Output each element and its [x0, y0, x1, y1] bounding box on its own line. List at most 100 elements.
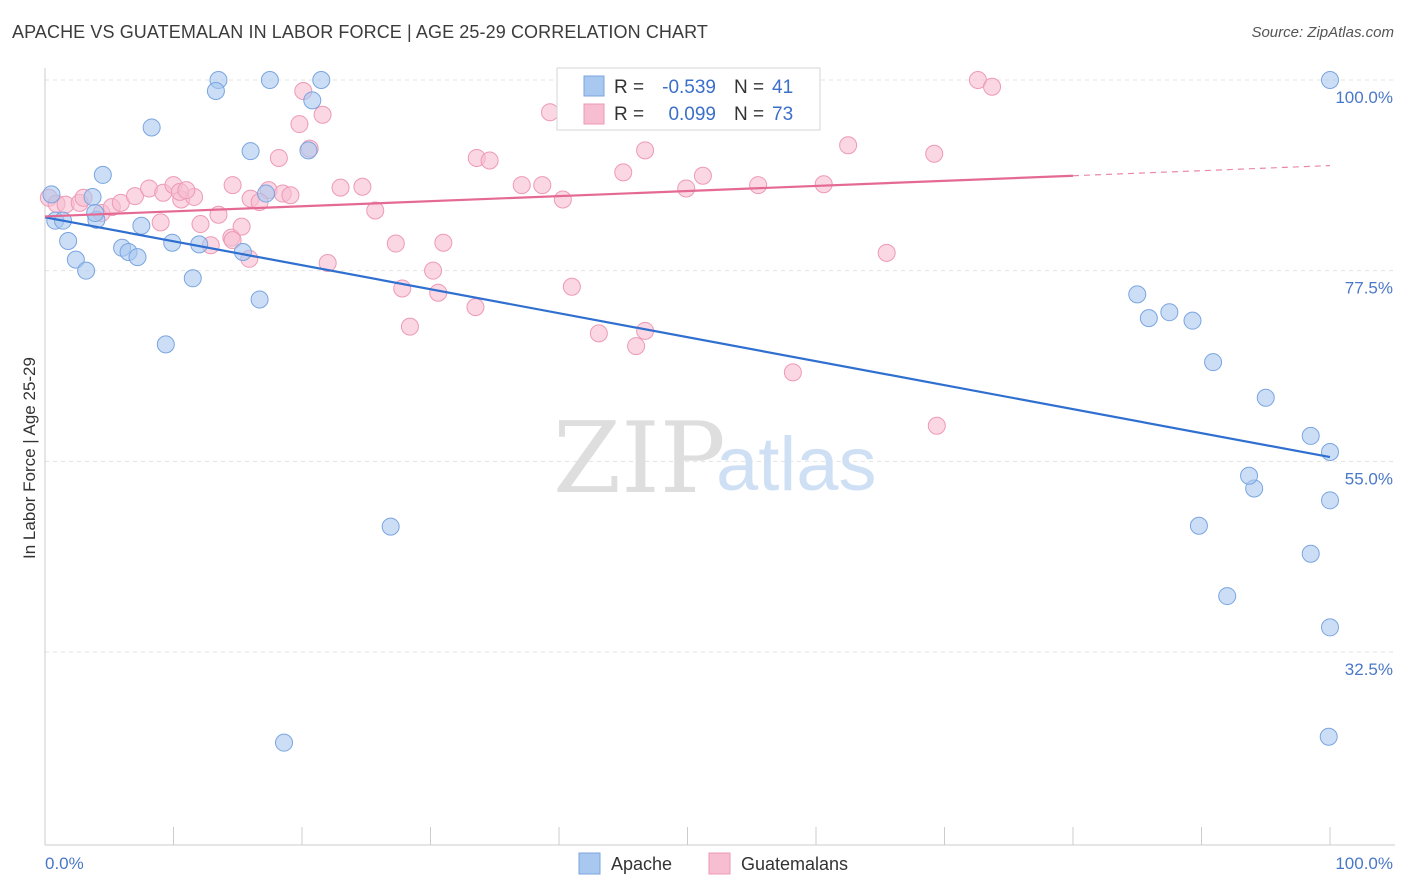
apache-point-41 — [1218, 587, 1237, 606]
guatemalan-point-21 — [281, 186, 300, 205]
guatemalan-point-26 — [223, 176, 242, 195]
legend-guatemalan-swatch — [583, 103, 605, 125]
guatemalan-point-32 — [424, 261, 443, 280]
apache-point-32 — [1139, 309, 1158, 328]
apache-point-42 — [1301, 426, 1320, 445]
apache-point-43 — [1321, 491, 1339, 510]
legend-r-label-1: R = — [614, 77, 644, 98]
apache-point-35 — [1204, 353, 1223, 372]
guatemalan-point-8 — [125, 187, 144, 206]
guatemalan-point-23 — [269, 148, 288, 167]
guatemalan-point-57 — [877, 243, 896, 262]
apache-point-38 — [1321, 443, 1339, 462]
apache-point-8 — [77, 261, 96, 280]
apache-point-33 — [1160, 303, 1179, 322]
guatemalan-point-44 — [636, 141, 655, 160]
apache-point-26 — [206, 82, 225, 101]
legend-r-value-2: 0.099 — [668, 104, 716, 125]
apache-point-9 — [86, 204, 105, 223]
guatemalan-point-35 — [466, 298, 485, 317]
guatemalan-point-37 — [480, 151, 499, 170]
apache-point-0 — [42, 185, 61, 204]
apache-point-46 — [1319, 727, 1338, 746]
bottom-legend-apache-swatch — [578, 852, 601, 875]
guatemalan-point-14 — [191, 215, 210, 234]
guatemalan-point-56 — [814, 175, 833, 194]
trend-lines — [44, 164, 1331, 459]
guatemalan-point-17 — [232, 217, 251, 236]
apache-point-40 — [1189, 516, 1208, 535]
apache-point-7 — [93, 165, 112, 184]
apache-point-3 — [59, 232, 78, 251]
legend-r-label-2: R = — [614, 104, 644, 125]
guatemalan-point-30 — [386, 234, 405, 253]
legend-n-label-1: N = — [734, 77, 764, 98]
legend-n-value-2: 73 — [772, 104, 793, 125]
bottom-legend-guatemalan-label: Guatemalans — [741, 854, 848, 874]
apache-point-29 — [303, 91, 322, 110]
bottom-legend-guatemalan-swatch — [708, 852, 731, 875]
guatemalan-point-61 — [983, 77, 1002, 96]
y-axis-title: In Labor Force | Age 25-29 — [20, 357, 39, 559]
apache-point-16 — [183, 269, 202, 288]
source-label: Source: ZipAtlas.com — [1251, 24, 1394, 41]
guatemalan-point-66 — [223, 231, 242, 250]
guatemalan-trend-extension — [1072, 164, 1331, 177]
apache-point-6 — [83, 187, 102, 206]
apache-point-11 — [132, 216, 151, 235]
guatemalan-points — [39, 71, 1002, 435]
guatemalan-point-59 — [925, 144, 944, 163]
guatemalan-trend-line — [44, 174, 1074, 218]
guatemalan-point-63 — [400, 317, 419, 336]
watermark: ZIP atlas — [553, 402, 877, 516]
x-tick-label-1: 100.0% — [1335, 854, 1393, 873]
guatemalan-point-38 — [512, 176, 531, 195]
apache-point-39 — [1240, 466, 1259, 485]
y-tick-label-0: 32.5% — [1345, 660, 1393, 679]
guatemalan-point-47 — [693, 166, 712, 185]
tick-labels: 32.5% 55.0% 77.5% 100.0% 0.0% 100.0% — [45, 88, 1393, 873]
apache-point-27 — [260, 71, 279, 89]
apache-point-28 — [312, 71, 331, 89]
y-tick-label-2: 77.5% — [1345, 279, 1393, 298]
apache-point-4 — [66, 250, 85, 269]
x-tick-label-0: 0.0% — [45, 854, 84, 873]
guatemalan-point-41 — [562, 277, 581, 296]
apache-point-23 — [299, 141, 318, 160]
apache-point-36 — [1256, 388, 1275, 407]
guatemalan-point-28 — [353, 177, 372, 196]
y-tick-label-1: 55.0% — [1345, 469, 1393, 488]
guatemalan-point-55 — [749, 176, 768, 195]
apache-point-44 — [1301, 544, 1320, 563]
guatemalan-point-25 — [290, 115, 309, 134]
bottom-legend-apache-label: Apache — [611, 854, 672, 874]
apache-point-22 — [257, 184, 276, 203]
series-legend: Apache Guatemalans — [578, 852, 848, 875]
apache-point-47 — [1321, 71, 1339, 89]
legend-apache-swatch — [583, 75, 605, 97]
legend-n-label-2: N = — [734, 104, 764, 125]
legend-n-value-1: 41 — [772, 77, 793, 98]
guatemalan-point-39 — [533, 176, 552, 195]
watermark-atlas: atlas — [716, 422, 877, 507]
guatemalan-point-40 — [553, 190, 572, 209]
guatemalan-point-70 — [151, 213, 170, 232]
guatemalan-point-43 — [614, 163, 633, 182]
apache-point-31 — [1128, 285, 1147, 304]
apache-point-30 — [275, 733, 294, 752]
correlation-legend: R = -0.539 N = 41 R = 0.099 N = 73 — [556, 67, 821, 131]
grid-lines — [45, 79, 1395, 653]
apache-trend-line — [44, 216, 1331, 459]
watermark-zip: ZIP — [553, 402, 726, 516]
apache-point-21 — [250, 290, 269, 309]
guatemalan-point-49 — [627, 337, 646, 356]
guatemalan-point-42 — [541, 103, 560, 122]
apache-point-14 — [156, 335, 175, 354]
guatemalan-point-58 — [927, 416, 946, 435]
y-tick-label-3: 100.0% — [1335, 88, 1393, 107]
apache-point-24 — [381, 517, 400, 536]
apache-point-34 — [1183, 311, 1202, 330]
guatemalan-point-27 — [331, 178, 350, 197]
apache-point-45 — [1321, 618, 1339, 637]
